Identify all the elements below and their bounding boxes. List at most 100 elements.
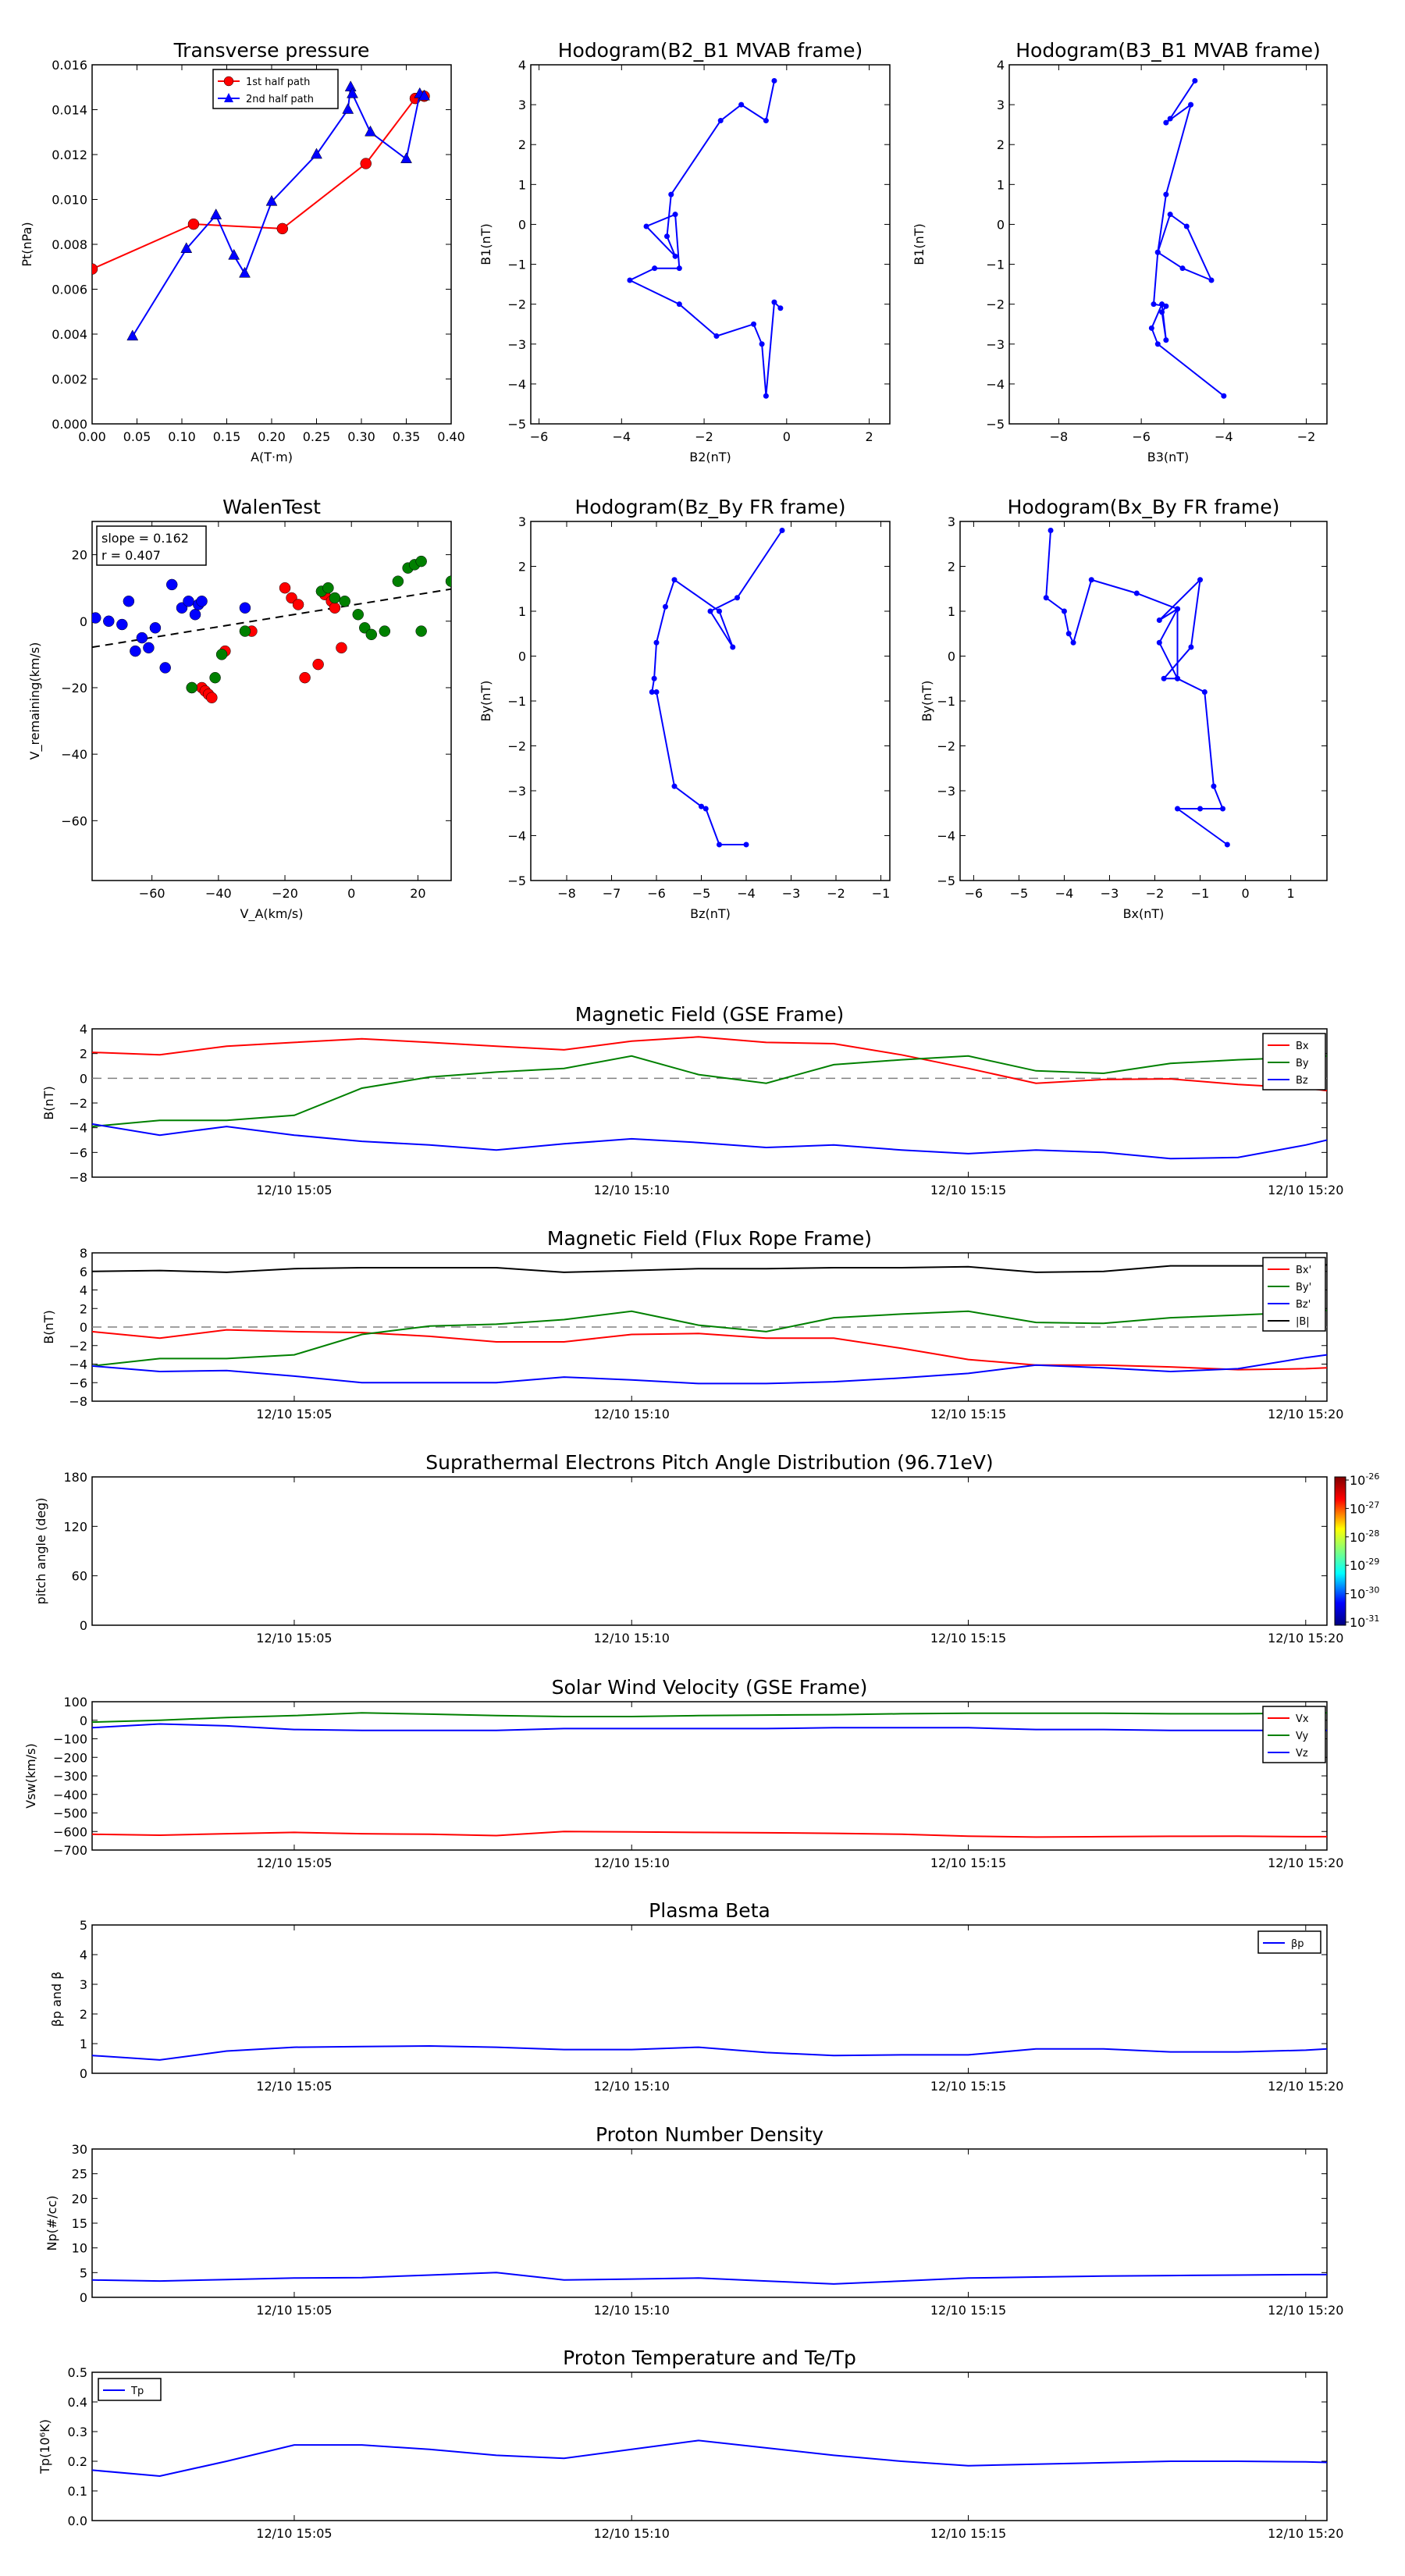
data-point [352, 609, 364, 621]
series-line [92, 2272, 1327, 2285]
y-tick-label: 0 [80, 2290, 87, 2305]
x-tick-label: 12/10 15:10 [594, 2303, 670, 2318]
x-tick-label: 12/10 15:20 [1268, 2303, 1343, 2318]
data-point [239, 625, 251, 637]
y-tick-label: 2 [518, 137, 526, 152]
x-tick-label: 12/10 15:20 [1268, 2079, 1343, 2094]
x-tick-label: −2 [1297, 429, 1316, 444]
data-point [653, 689, 660, 695]
y-tick-label: 2 [80, 1047, 87, 1062]
data-point [228, 248, 240, 260]
data-point [312, 658, 324, 671]
x-axis-label: Bx(nT) [1123, 906, 1165, 921]
y-axis-label: By(nT) [478, 681, 493, 722]
data-point [1175, 675, 1181, 681]
data-point [1088, 577, 1094, 583]
y-tick-label: 4 [518, 58, 526, 73]
chart-h1: Hodogram(B2_B1 MVAB frame) −5 −4 −3 −2 −1 0 1 2 3… [478, 39, 891, 464]
data-point [653, 639, 660, 646]
data-point [651, 675, 657, 681]
series-line [1151, 80, 1225, 397]
plot-area [92, 2439, 1327, 2478]
data-point [1154, 341, 1161, 347]
data-point [123, 595, 135, 607]
colorbar-exponent: -30 [1365, 1585, 1379, 1596]
data-point [1161, 675, 1167, 681]
x-tick-label: 12/10 15:15 [930, 1856, 1006, 1870]
plot-area [92, 80, 430, 341]
colorbar-label: 10-26 [1350, 1471, 1379, 1488]
y-tick-label: 0 [80, 1618, 87, 1633]
x-tick-label: 12/10 15:15 [930, 1183, 1006, 1197]
legend-label: 2nd half path [246, 94, 314, 105]
y-tick-label: −6 [69, 1375, 87, 1390]
x-tick-label: −4 [613, 429, 631, 444]
x-tick-label: 12/10 15:10 [594, 1856, 670, 1870]
data-point [759, 341, 765, 347]
y-tick-label: 8 [80, 1246, 87, 1261]
axes-frame [530, 64, 891, 425]
series-line [92, 1329, 1327, 1371]
y-tick-label: 10 [72, 2241, 87, 2256]
data-point [165, 578, 178, 591]
x-tick-label: 12/10 15:05 [256, 1856, 332, 1870]
data-point [276, 222, 289, 235]
y-tick-label: 5 [80, 1918, 87, 1933]
data-point [702, 806, 709, 812]
y-tick-label: 2 [80, 1301, 87, 1316]
series-line [651, 529, 783, 845]
y-tick-label: 0.008 [52, 237, 87, 252]
x-tick-label: −2 [1146, 886, 1165, 901]
y-tick-label: 0.0 [68, 2514, 87, 2528]
y-tick-label: 4 [80, 1948, 87, 1962]
y-tick-label: −6 [69, 1145, 87, 1160]
y-tick-label: −300 [53, 1769, 87, 1784]
y-tick-label: 0.3 [68, 2425, 87, 2439]
data-point [1163, 303, 1169, 309]
data-point [779, 528, 785, 533]
data-point [1159, 309, 1165, 315]
data-point [1061, 608, 1067, 614]
y-tick-label: 6 [80, 1265, 87, 1279]
x-tick-label: 12/10 15:05 [256, 2526, 332, 2541]
y-tick-label: 4 [80, 1022, 87, 1037]
chart-title: Proton Number Density [596, 2123, 823, 2146]
data-point [1156, 617, 1162, 623]
y-tick-label: 0 [80, 2066, 87, 2081]
y-axis-label: V_remaining(km/s) [27, 642, 43, 760]
data-point [392, 575, 404, 587]
legend-label: By [1296, 1058, 1309, 1069]
data-point [339, 595, 350, 607]
y-tick-label: 0.2 [68, 2454, 87, 2469]
y-tick-label: −3 [507, 784, 526, 799]
y-tick-label: −700 [53, 1843, 87, 1858]
data-point [189, 609, 201, 621]
series-line [92, 1123, 1327, 1160]
chart-title: Hodogram(B3_B1 MVAB frame) [1016, 39, 1321, 62]
y-tick-label: −5 [986, 417, 1005, 432]
x-tick-label: 0.10 [168, 429, 196, 444]
x-axis-label: B2(nT) [689, 450, 731, 464]
data-point [265, 194, 278, 206]
x-tick-label: 12/10 15:10 [594, 1631, 670, 1646]
y-tick-label: −4 [986, 377, 1005, 392]
series-line [628, 80, 781, 397]
data-point [1220, 806, 1226, 812]
x-tick-label: −5 [692, 886, 711, 901]
legend-label: βp [1291, 1938, 1304, 1950]
y-axis-label: B(nT) [41, 1310, 56, 1343]
x-tick-label: 0.00 [78, 429, 106, 444]
data-point [143, 642, 155, 654]
x-tick-label: −4 [737, 886, 756, 901]
data-point [360, 158, 372, 169]
plot-area [92, 555, 451, 703]
x-tick-label: −5 [1010, 886, 1029, 901]
y-tick-label: 3 [997, 98, 1005, 112]
y-tick-label: −4 [69, 1357, 87, 1372]
y-tick-label: 0.014 [52, 103, 87, 118]
x-tick-label: −60 [139, 886, 165, 901]
data-point [1133, 590, 1140, 596]
data-point [763, 393, 769, 399]
y-tick-label: −200 [53, 1750, 87, 1765]
legend-box [212, 69, 339, 109]
